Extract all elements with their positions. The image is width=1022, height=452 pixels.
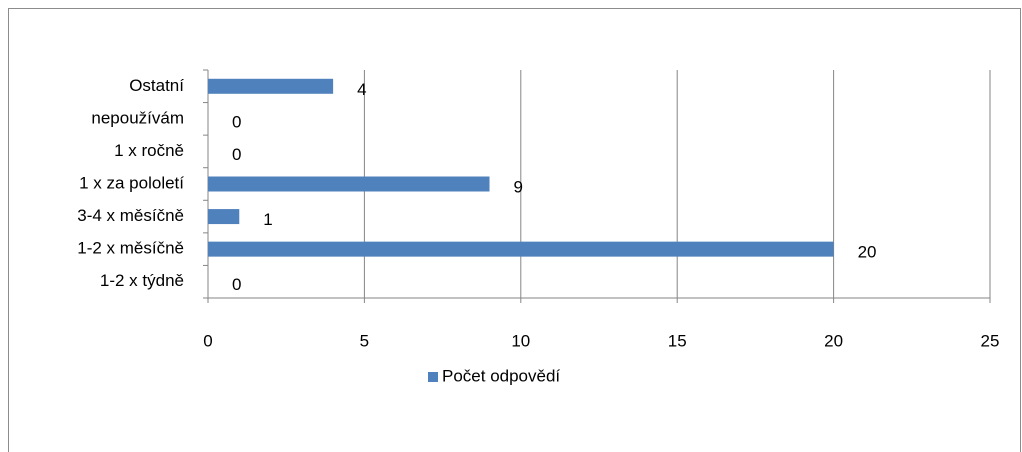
data-label: 9	[514, 177, 523, 196]
y-tick-label: Ostatní	[129, 76, 184, 95]
x-tick-label: 25	[981, 331, 1000, 350]
data-label: 0	[232, 145, 241, 164]
bar	[208, 241, 834, 257]
x-tick-label: 10	[511, 331, 530, 350]
y-tick-label: nepoužívám	[91, 108, 184, 127]
bar	[208, 209, 240, 225]
y-tick-label: 1-2 x měsíčně	[77, 239, 184, 258]
data-label: 4	[357, 80, 366, 99]
data-label: 0	[232, 275, 241, 294]
chart-frame	[8, 8, 1021, 452]
y-tick-label: 3-4 x měsíčně	[77, 206, 184, 225]
bar	[208, 176, 490, 192]
x-tick-label: 20	[824, 331, 843, 350]
x-tick-label: 5	[360, 331, 369, 350]
data-label: 20	[858, 243, 877, 262]
data-label: 0	[232, 112, 241, 131]
legend-label: Počet odpovědí	[442, 366, 560, 385]
y-tick-label: 1-2 x týdně	[100, 271, 184, 290]
y-tick-label: 1 x za pololetí	[79, 173, 184, 192]
x-tick-label: 15	[668, 331, 687, 350]
legend-swatch	[428, 372, 438, 382]
data-label: 1	[263, 210, 272, 229]
bar	[208, 78, 334, 94]
x-tick-label: 0	[203, 331, 212, 350]
y-tick-label: 1 x ročně	[114, 141, 184, 160]
